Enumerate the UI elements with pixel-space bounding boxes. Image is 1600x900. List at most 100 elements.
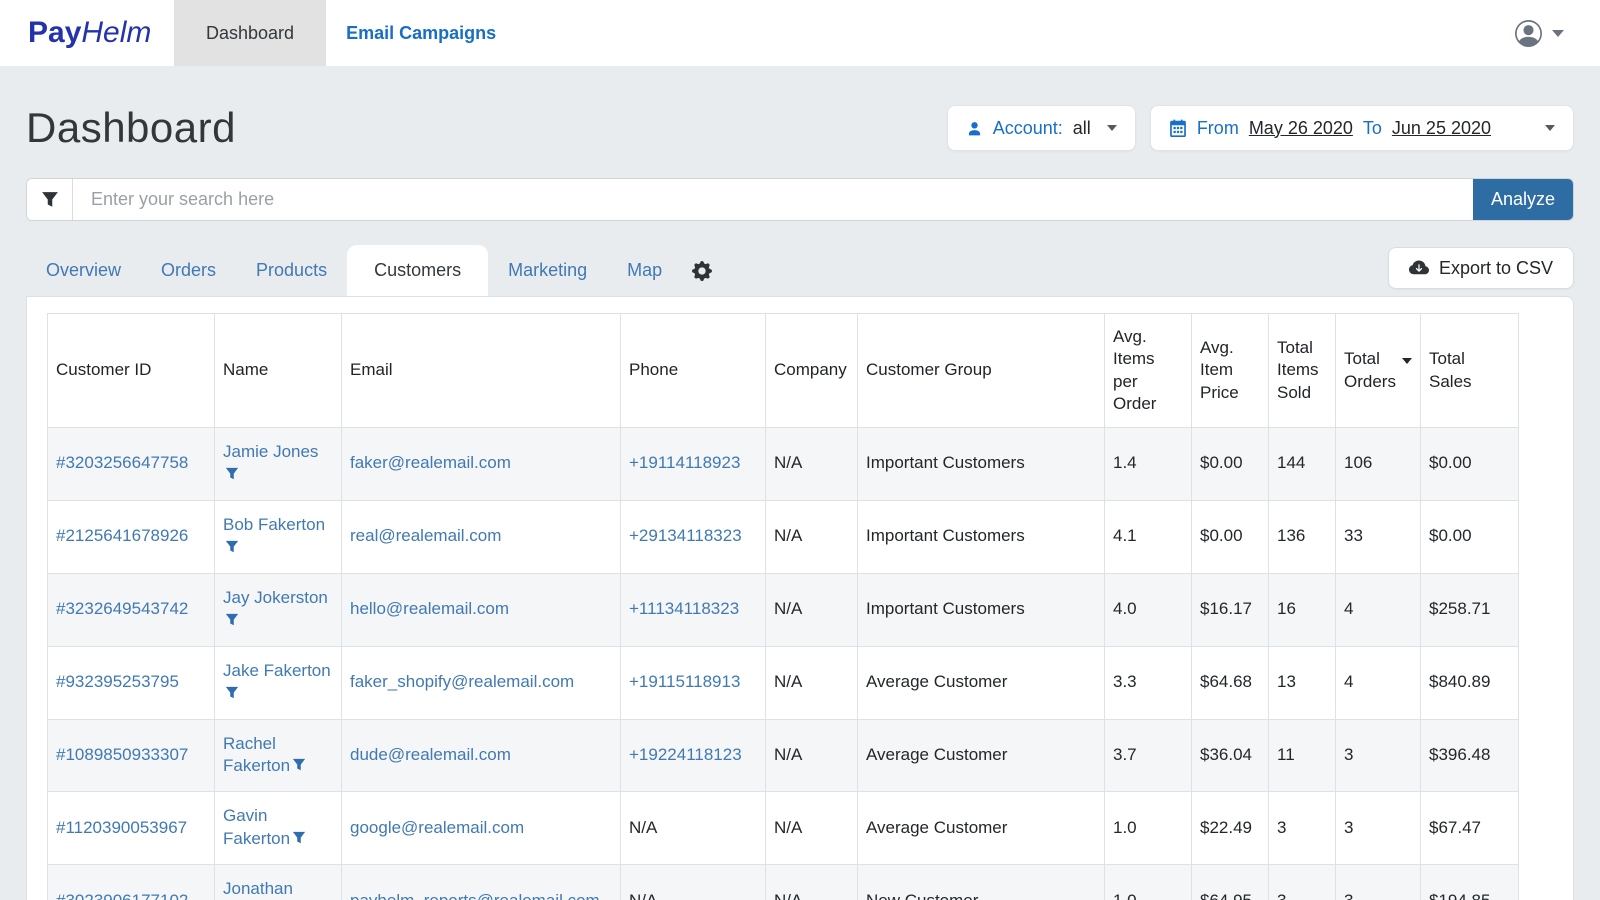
total-orders-value: 3 [1344, 817, 1354, 837]
company-value: N/A [774, 744, 803, 764]
total-orders-value: 33 [1344, 526, 1363, 546]
company-value: N/A [774, 453, 803, 473]
customer-name-link[interactable]: Rachel Fakerton [223, 733, 291, 776]
avg-item-price-value: $64.95 [1200, 891, 1252, 900]
customer-phone-link[interactable]: N/A [629, 891, 657, 900]
column-header-avg-item-price[interactable]: Avg. Item Price [1191, 313, 1269, 428]
customer-name-link[interactable]: Jay Jokerston [223, 587, 328, 607]
column-label: Company [774, 360, 847, 380]
customer-phone-link[interactable]: +29134118323 [629, 526, 742, 546]
column-label: Name [223, 360, 269, 380]
customer-id-link[interactable]: #1120390053967 [56, 817, 188, 837]
customer-email-link[interactable]: payhelm_reports@realemail.com [350, 891, 600, 900]
nav-item-dashboard[interactable]: Dashboard [174, 0, 327, 66]
logo-text-pay: Pay [28, 16, 82, 49]
table-row: #1089850933307 Rachel Fakerton dude@real… [47, 718, 1519, 793]
tab-map[interactable]: Map [627, 260, 663, 280]
customer-email-link[interactable]: faker@realemail.com [350, 453, 511, 473]
avg-items-per-order-value: 3.7 [1113, 744, 1137, 764]
funnel-filter-icon[interactable] [292, 758, 306, 772]
customer-email-link[interactable]: faker_shopify@realemail.com [350, 672, 575, 692]
column-header-avg-items-per-order[interactable]: Avg. Items per Order [1104, 313, 1192, 428]
tab-products[interactable]: Products [256, 260, 328, 280]
funnel-icon [41, 191, 58, 207]
total-items-sold-value: 11 [1277, 744, 1295, 764]
customer-id-link[interactable]: #1089850933307 [56, 744, 189, 764]
customer-id-link[interactable]: #2125641678926 [56, 526, 189, 546]
account-filter-button[interactable]: Account: all [946, 105, 1136, 151]
customer-name-link[interactable]: Jonathan Fakerton [223, 879, 293, 899]
payhelm-logo[interactable]: Pay Helm [0, 0, 174, 66]
total-orders-value: 4 [1344, 672, 1354, 692]
column-label: Total Items Sold [1277, 338, 1319, 402]
tab-marketing[interactable]: Marketing [508, 260, 588, 280]
avg-item-price-value: $0.00 [1200, 526, 1243, 546]
filter-button[interactable] [27, 179, 73, 220]
account-value: all [1072, 117, 1091, 138]
column-header-phone[interactable]: Phone [620, 313, 766, 428]
funnel-filter-icon[interactable] [225, 686, 239, 700]
tab-orders[interactable]: Orders [161, 260, 217, 280]
date-from-value[interactable]: May 26 2020 [1248, 117, 1353, 138]
customer-email-link[interactable]: google@realemail.com [350, 817, 525, 837]
tab-settings[interactable] [682, 245, 722, 296]
tab-customers[interactable]: Customers [347, 245, 489, 296]
page-content: Dashboard Account: all From May 26 2020 … [0, 104, 1600, 900]
customer-email-link[interactable]: dude@realemail.com [350, 744, 511, 764]
nav-item-email-campaigns[interactable]: Email Campaigns [346, 22, 497, 43]
analyze-button[interactable]: Analyze [1473, 179, 1573, 220]
company-value: N/A [774, 672, 803, 692]
customer-email-link[interactable]: hello@realemail.com [350, 599, 509, 619]
funnel-filter-icon[interactable] [225, 467, 239, 481]
customer-phone-link[interactable]: +19115118913 [629, 672, 741, 692]
column-header-total-orders[interactable]: Total Orders [1335, 313, 1421, 428]
customer-phone-link[interactable]: +19224118123 [629, 744, 742, 764]
person-circle-icon [1515, 19, 1542, 47]
customer-phone-link[interactable]: N/A [629, 817, 658, 837]
customer-email-link[interactable]: real@realemail.com [350, 526, 502, 546]
customer-name-link[interactable]: Bob Fakerton [223, 514, 326, 534]
column-header-company[interactable]: Company [765, 313, 858, 428]
total-items-sold-value: 16 [1277, 599, 1296, 619]
date-range-button[interactable]: From May 26 2020 To Jun 25 2020 [1149, 105, 1574, 151]
export-csv-button[interactable]: Export to CSV [1387, 247, 1574, 289]
customer-name-link[interactable]: Jamie Jones [223, 442, 319, 461]
column-header-customer-group[interactable]: Customer Group [857, 313, 1105, 428]
customer-id-link[interactable]: #3203256647758 [56, 453, 189, 473]
avg-item-price-value: $16.17 [1200, 599, 1252, 619]
date-from-label: From [1196, 117, 1239, 138]
total-sales-value: $840.89 [1429, 672, 1491, 692]
account-label: Account: [992, 117, 1063, 138]
funnel-filter-icon[interactable] [225, 540, 239, 554]
search-bar: Analyze [26, 178, 1574, 221]
total-sales-value: $194.85 [1429, 891, 1490, 900]
customer-name-link[interactable]: Jake Fakerton [223, 660, 331, 680]
table-row: #1120390053967 Gavin Fakerton google@rea… [47, 791, 1519, 866]
gear-icon [692, 260, 713, 281]
total-sales-value: $258.71 [1429, 599, 1491, 619]
table-row: #2125641678926 Bob Fakerton real@realema… [47, 499, 1519, 574]
customer-phone-link[interactable]: +19114118923 [629, 453, 741, 473]
search-input[interactable] [73, 179, 1473, 220]
tab-overview[interactable]: Overview [46, 260, 122, 280]
chevron-down-icon [1552, 29, 1564, 37]
customer-id-link[interactable]: #3023906177102 [56, 891, 188, 900]
table-row: #932395253795 Jake Fakerton faker_shopif… [47, 645, 1519, 720]
customer-id-link[interactable]: #3232649543742 [56, 599, 189, 619]
header-controls: Account: all From May 26 2020 To Jun 25 … [946, 105, 1574, 151]
column-header-email[interactable]: Email [341, 313, 621, 428]
column-header-total-sales[interactable]: Total Sales [1420, 313, 1519, 428]
column-header-customer-id[interactable]: Customer ID [47, 313, 215, 428]
customer-phone-link[interactable]: +11134118323 [629, 599, 740, 619]
column-header-total-items-sold[interactable]: Total Items Sold [1268, 313, 1336, 428]
funnel-filter-icon[interactable] [225, 613, 239, 627]
user-menu[interactable] [1515, 0, 1600, 66]
customer-name-link[interactable]: Gavin Fakerton [223, 806, 291, 849]
column-header-name[interactable]: Name [214, 313, 342, 428]
date-to-value[interactable]: Jun 25 2020 [1391, 117, 1491, 138]
page-header: Dashboard Account: all From May 26 2020 … [26, 104, 1574, 152]
company-value: N/A [774, 599, 803, 619]
funnel-filter-icon[interactable] [292, 831, 306, 845]
customers-table: Customer ID Name Email Phone Company Cus… [47, 313, 1519, 900]
customer-id-link[interactable]: #932395253795 [56, 672, 179, 692]
